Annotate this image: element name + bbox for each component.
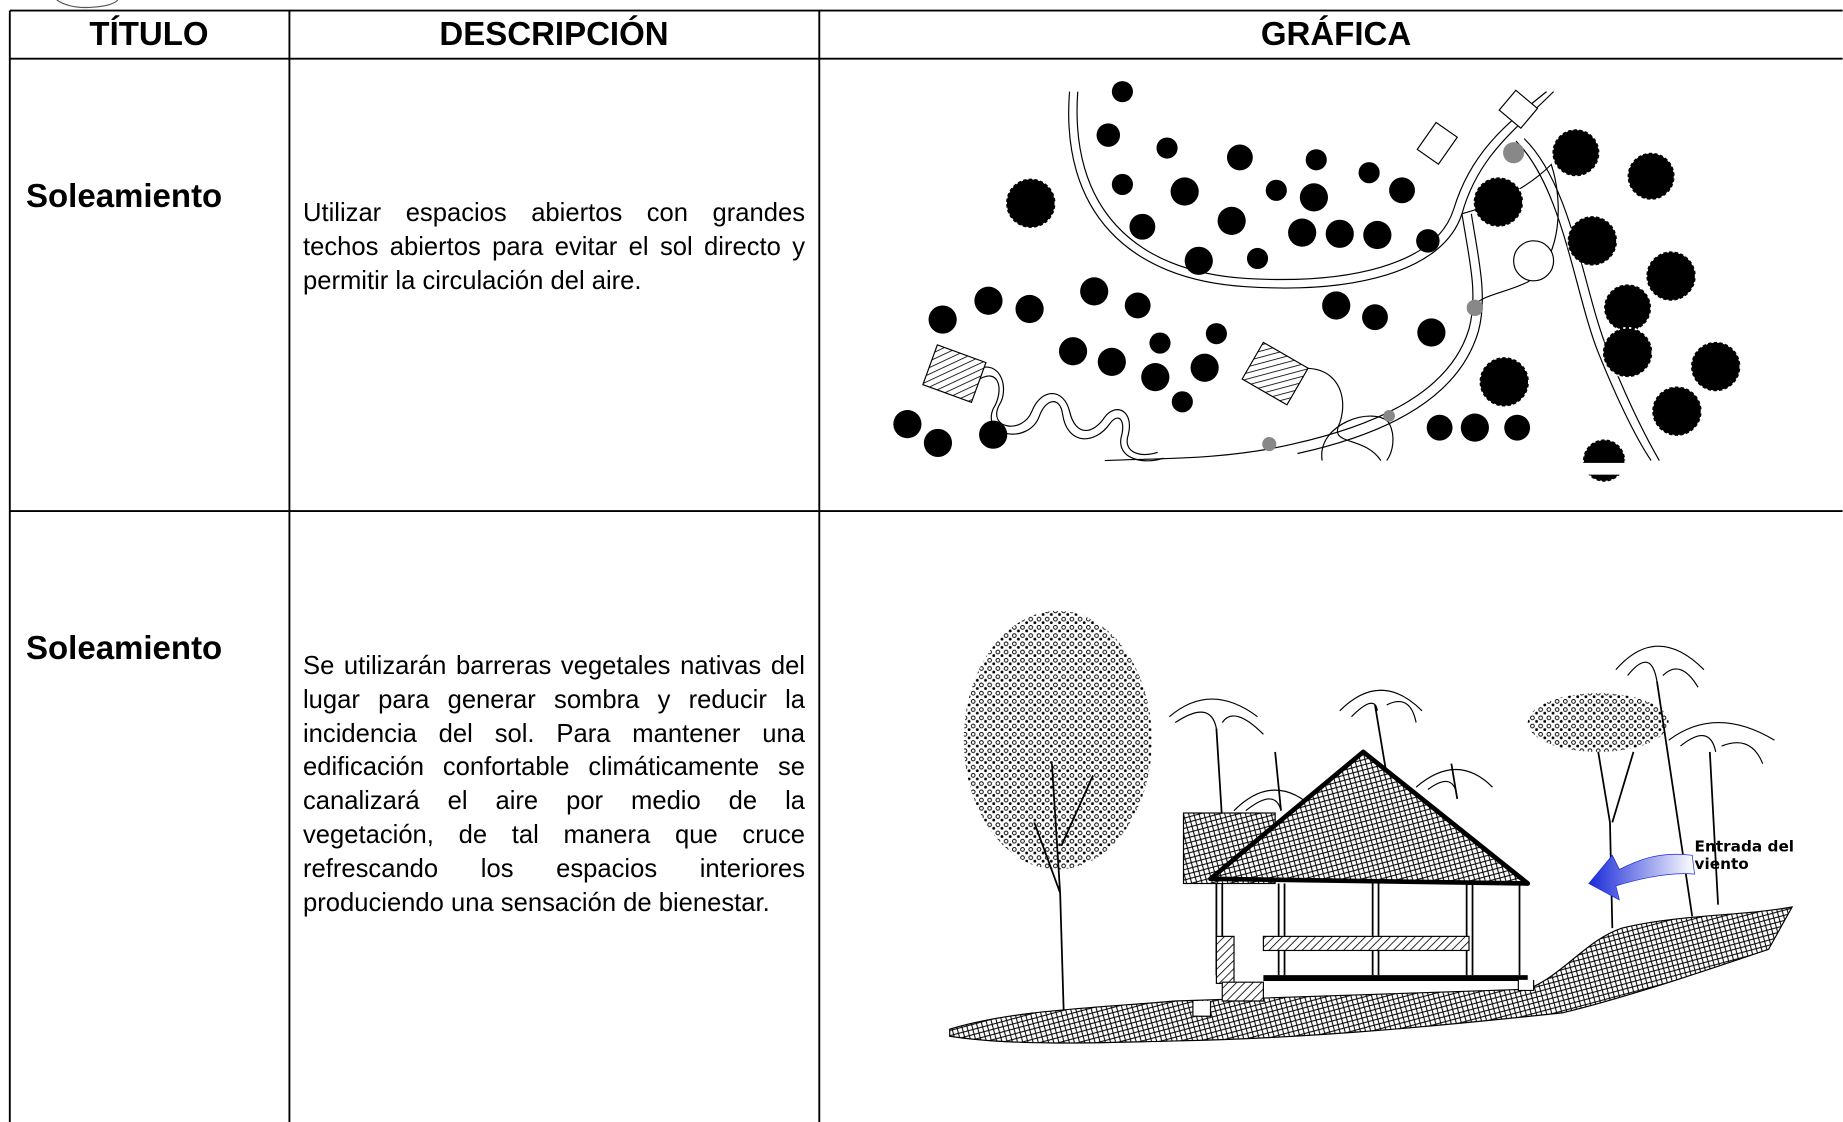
row-title: Soleamiento (26, 177, 223, 214)
graphic-label: viento (1695, 855, 1749, 873)
column-header: DESCRIPCIÓN (439, 15, 669, 52)
table-borders (8, 9, 1843, 1122)
column-header: TÍTULO (89, 15, 209, 52)
site-plan (893, 81, 1763, 483)
logo (56, 0, 119, 9)
row-description: Se utilizarán barreras vegetales nativas… (303, 652, 805, 917)
row-description: Utilizar espacios abiertos con grandes t… (303, 199, 805, 295)
house-section: Entrada del viento (949, 610, 1794, 1044)
row-title: Soleamiento (26, 629, 223, 666)
column-header: GRÁFICA (1260, 15, 1412, 52)
graphic-label: Entrada del (1695, 838, 1794, 856)
